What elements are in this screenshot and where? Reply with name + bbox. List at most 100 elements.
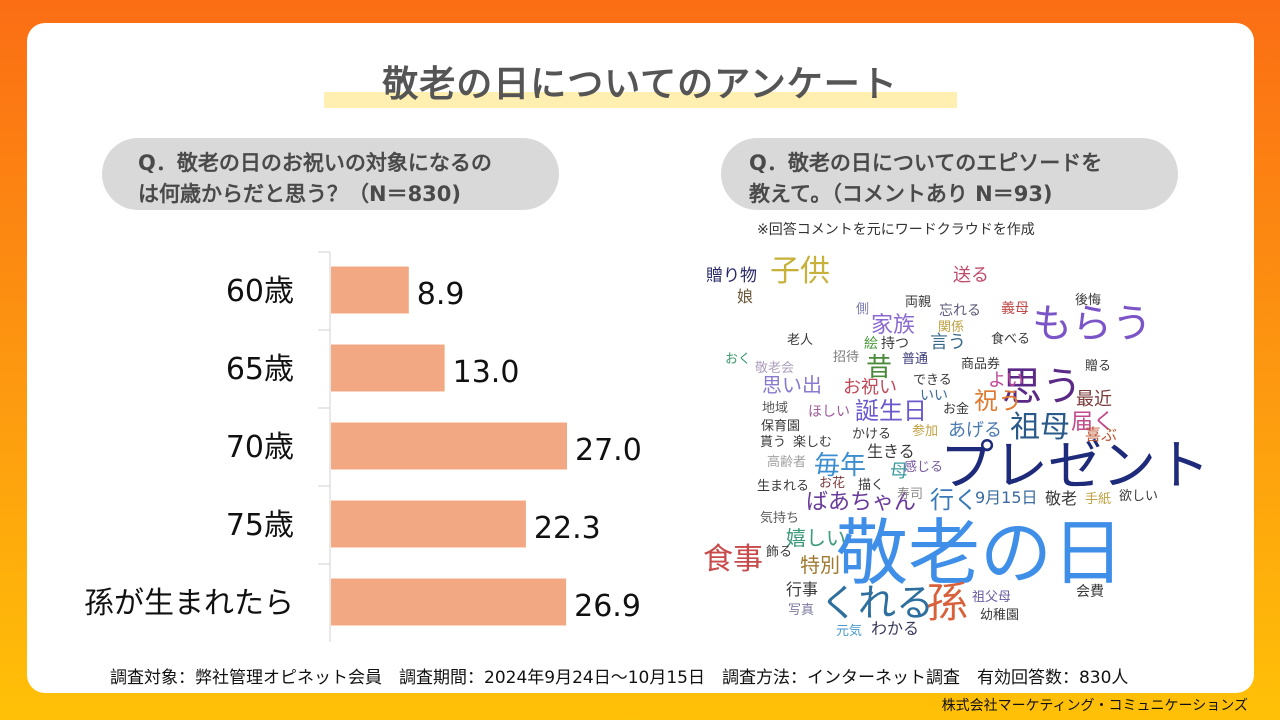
word-cloud-word: 最近 [1076, 389, 1112, 410]
word-cloud-word: 贈り物 [706, 266, 757, 286]
word-cloud-word: 忘れる [939, 303, 981, 319]
category-label: 60歳 [226, 274, 294, 309]
question-right-line1: Q．敬老の日についてのエピソードを [749, 151, 1103, 175]
word-cloud-word: 地域 [762, 401, 788, 416]
value-label: 26.9 [574, 589, 641, 624]
word-cloud-word: 祖父母 [972, 590, 1011, 605]
word-cloud-word: 贈る [1085, 358, 1111, 374]
word-cloud-word: 後悔 [1075, 293, 1101, 308]
wordcloud-note: ※回答コメントを元にワードクラウドを作成 [757, 222, 1035, 238]
word-cloud-word: 食べる [991, 331, 1030, 347]
word-cloud-word: 娘 [737, 287, 753, 306]
word-cloud-word: おく [725, 352, 751, 367]
bar [331, 266, 409, 314]
word-cloud-word: 欲しい [1119, 488, 1158, 504]
word-cloud-word: 母 [890, 461, 908, 482]
value-label: 13.0 [453, 355, 520, 390]
word-cloud-word: 行く [930, 486, 978, 514]
value-label: 22.3 [534, 511, 601, 546]
word-cloud-word: 敬老会 [755, 360, 794, 376]
word-cloud-word: 嬉しい [786, 526, 846, 550]
word-cloud-word: かける [852, 427, 891, 442]
bar [331, 500, 526, 548]
content-card [27, 23, 1254, 693]
word-cloud-word: 幼稚園 [980, 608, 1019, 623]
word-cloud-word: 思う [1002, 364, 1082, 410]
word-cloud-word: 貰う [760, 435, 786, 450]
word-cloud-word: 手紙 [1085, 492, 1111, 507]
word-cloud-word: 描く [858, 478, 884, 493]
value-label: 8.9 [417, 277, 465, 312]
word-cloud-word: 昔 [866, 353, 892, 383]
word-cloud-word: ほしい [808, 404, 850, 420]
word-cloud-word: 子供 [770, 254, 830, 289]
word-cloud-word: お花 [819, 475, 845, 491]
word-cloud-word: 誕生日 [855, 397, 927, 425]
word-cloud-word: 9月15日 [975, 488, 1038, 507]
word-cloud-word: プレゼント [940, 434, 1210, 497]
word-cloud-word: できる [913, 373, 952, 388]
word-cloud-word: 絵 [864, 336, 878, 352]
title-highlight [324, 92, 957, 108]
word-cloud-word: 普通 [902, 352, 928, 367]
word-cloud-word: 特別 [800, 553, 840, 577]
word-cloud-word: 敬老の日 [836, 511, 1124, 595]
question-right-bubble: Q．敬老の日についてのエピソードを 教えて。（コメントあり N＝93) [721, 138, 1178, 210]
word-cloud-word: 届く [1071, 410, 1115, 435]
category-label: 孫が生まれたら [84, 586, 294, 621]
word-cloud-word: お金 [943, 401, 969, 417]
word-cloud-word: 商品券 [961, 356, 1000, 372]
word-cloud-word: 側 [856, 302, 869, 317]
word-cloud-word: 高齢者 [767, 454, 806, 470]
word-cloud-word: 老人 [787, 333, 813, 348]
word-cloud-word: 会費 [1076, 584, 1104, 600]
word-cloud-word: よい [988, 370, 1024, 391]
word-cloud-word: 写真 [788, 603, 814, 618]
word-cloud-word: 寿司 [897, 487, 923, 502]
word-cloud-word: お祝い [843, 377, 897, 398]
category-label: 65歳 [226, 352, 294, 387]
survey-footer: 調査対象：弊社管理オピネット会員 調査期間：2024年9月24日～10月15日 … [110, 668, 1129, 688]
value-label: 27.0 [575, 433, 642, 468]
word-cloud-word: 食事 [703, 542, 763, 577]
bar [331, 422, 567, 470]
word-cloud-word: もらう [1032, 301, 1152, 347]
word-cloud-word: あげる [948, 420, 1002, 441]
word-cloud-word: 送る [953, 265, 989, 286]
word-cloud-word: 元気 [836, 623, 862, 639]
word-cloud-word: 喜ぶ [1085, 425, 1117, 444]
bar [331, 578, 567, 626]
word-cloud-word: 毎年 [814, 451, 866, 481]
page-title: 敬老の日についてのアンケート [382, 64, 898, 105]
word-cloud-word: 両親 [905, 295, 931, 310]
word-cloud-word: わかる [871, 619, 919, 638]
word-cloud-word: 持つ [881, 336, 909, 352]
category-label: 75歳 [226, 508, 294, 543]
question-left-line2: は何歳からだと思う？（N＝830) [138, 182, 462, 206]
word-cloud-word: 感じる [904, 459, 943, 475]
word-cloud-word: 生まれる [757, 479, 809, 494]
question-left-line1: Q．敬老の日のお祝いの対象になるの [138, 151, 492, 175]
word-cloud-word: 生きる [867, 442, 915, 461]
bar [331, 344, 445, 392]
word-cloud-word: 関係 [938, 320, 964, 335]
category-label: 70歳 [226, 430, 294, 465]
word-cloud-word: ばあちゃん [806, 490, 916, 515]
word-cloud-word: 参加 [912, 423, 938, 439]
word-cloud-word: 敬老 [1045, 489, 1077, 508]
word-cloud-word: 言う [930, 332, 966, 353]
question-left-bubble: Q．敬老の日のお祝いの対象になるの は何歳からだと思う？（N＝830) [102, 138, 559, 210]
word-cloud-word: 行事 [786, 580, 818, 599]
word-cloud-word: 気持ち [760, 510, 799, 526]
word-cloud-word: 楽しむ [793, 434, 832, 450]
word-cloud-word: 思い出 [762, 373, 822, 397]
word-cloud-word: 孫 [926, 578, 968, 627]
word-cloud-word: いい [920, 388, 948, 404]
word-cloud-word: 祖母 [1010, 410, 1070, 445]
company-name: 株式会社マーケティング・コミュニケーションズ [941, 698, 1248, 714]
word-cloud-word: 招待 [833, 350, 859, 365]
question-right-line2: 教えて。（コメントあり N＝93) [749, 182, 1053, 206]
word-cloud-word: 義母 [1001, 300, 1029, 317]
